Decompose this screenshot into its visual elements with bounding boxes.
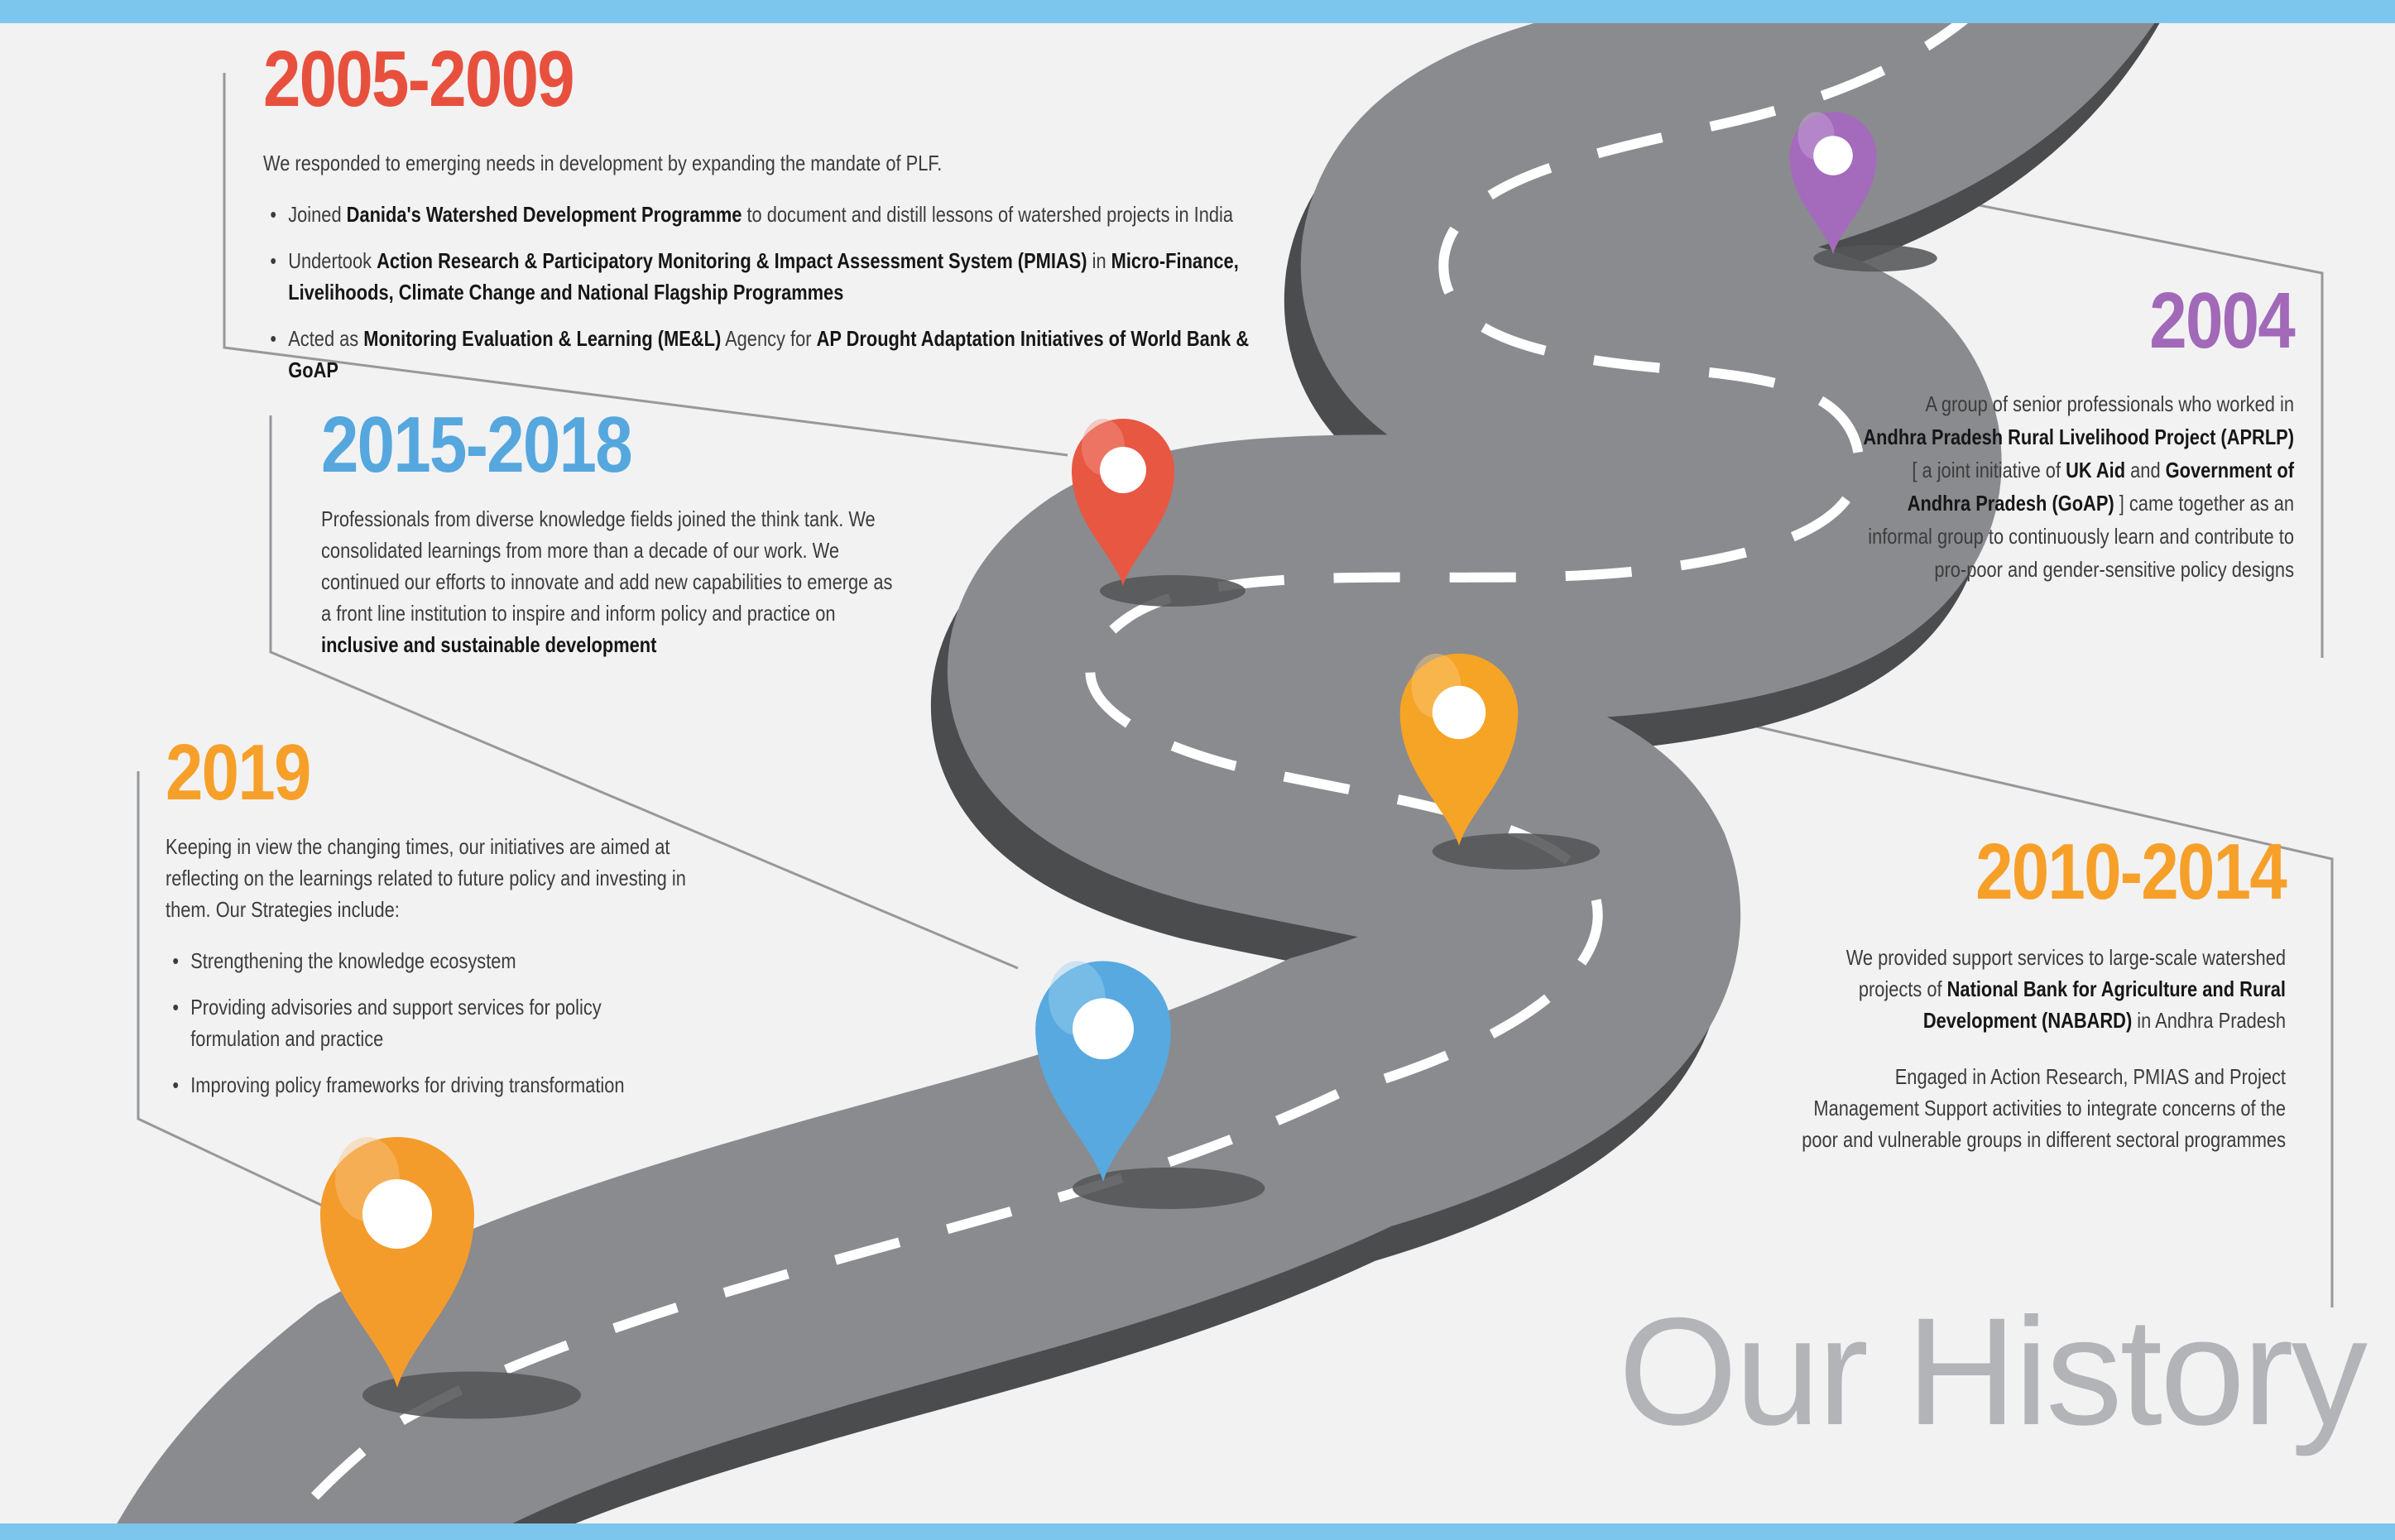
milestone-year-2019: 2019 (166, 728, 311, 817)
map-pin-2015-2018 (1035, 961, 1265, 1209)
map-pin-2019 (320, 1137, 581, 1419)
milestone-body: We responded to emerging needs in develo… (263, 147, 1278, 386)
road (108, 0, 2170, 1540)
leader-line-2005-2009 (223, 73, 1068, 457)
milestone-intro: Keeping in view the changing times, our … (166, 834, 686, 922)
pin-shadow (362, 1371, 581, 1419)
bullet-item: Joined Danida's Watershed Development Pr… (263, 199, 1278, 230)
milestone-year-2015-2018: 2015-2018 (321, 401, 633, 489)
map-pin-2010-2014 (1399, 653, 1601, 870)
bullet-item: Acted as Monitoring Evaluation & Learnin… (263, 323, 1278, 386)
milestone-2015-2018: 2015-2018 Professionals from diverse kno… (321, 405, 1016, 674)
page-title-watermark: Our History (1618, 1287, 2368, 1457)
pin-shadow (1813, 244, 1937, 272)
milestone-2010-2014: 2010-2014 We provided support services t… (1690, 828, 2287, 1180)
milestone-body: A group of senior professionals who work… (1863, 387, 2294, 586)
milestone-year-2010-2014: 2010-2014 (1975, 828, 2287, 916)
milestone-paragraph: Engaged in Action Research, PMIAS and Pr… (1802, 1064, 2286, 1152)
leader-line-2004 (1878, 184, 2324, 658)
bottom-accent-bar (0, 1523, 2395, 1540)
bullet-item: Undertook Action Research & Participator… (263, 245, 1278, 308)
leader-line-2015-2018 (269, 415, 1019, 970)
pin-shadow (1432, 833, 1601, 870)
milestone-2004: 2004 A group of senior professionals who… (1781, 276, 2295, 599)
milestone-2005-2009: 2005-2009 We responded to emerging needs… (263, 40, 1471, 401)
road-center-line (271, 0, 1994, 1540)
milestone-body: Professionals from diverse knowledge fie… (321, 503, 905, 660)
milestone-bullet-list: Joined Danida's Watershed Development Pr… (263, 199, 1278, 386)
milestone-2019: 2019 Keeping in view the changing times,… (166, 733, 794, 1115)
bullet-item: Providing advisories and support service… (166, 991, 694, 1054)
map-pin-2004 (1789, 112, 1937, 272)
milestone-paragraph: We provided support services to large-sc… (1845, 945, 2286, 1033)
leader-line-2019 (137, 771, 325, 1208)
milestone-body: Keeping in view the changing times, our … (166, 831, 694, 1101)
map-pin-2005-2009 (1072, 419, 1245, 607)
top-accent-bar (0, 0, 2395, 23)
milestone-body: We provided support services to large-sc… (1785, 942, 2286, 1155)
bullet-item: Improving policy frameworks for driving … (166, 1069, 694, 1101)
milestone-intro: We responded to emerging needs in develo… (263, 151, 943, 175)
pin-shadow (1100, 575, 1245, 607)
leader-line-2010-2014 (1504, 667, 2334, 1307)
pin-shadow (1073, 1167, 1265, 1209)
milestone-bullet-list: Strengthening the knowledge ecosystem Pro… (166, 945, 694, 1101)
milestone-paragraph: Professionals from diverse knowledge fie… (321, 506, 893, 657)
bullet-item: Strengthening the knowledge ecosystem (166, 945, 694, 976)
milestone-year-2005-2009: 2005-2009 (263, 35, 575, 123)
milestone-paragraph: A group of senior professionals who work… (1863, 391, 2294, 582)
milestone-year-2004: 2004 (2149, 276, 2295, 365)
